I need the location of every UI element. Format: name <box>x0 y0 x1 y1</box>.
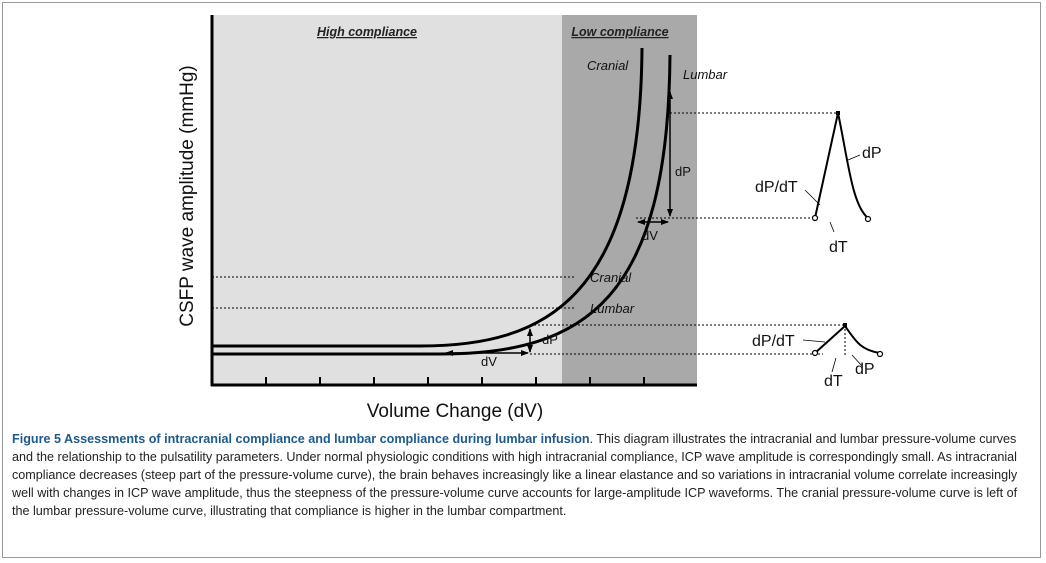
high-region <box>212 15 562 385</box>
y-axis-label: CSFP wave amplitude (mmHg) <box>177 65 198 327</box>
wave-label: dP <box>855 361 875 378</box>
level-label: Cranial <box>590 270 632 285</box>
delta-label: dP <box>675 164 691 179</box>
low-region <box>562 15 697 385</box>
wave-label: dP/dT <box>755 179 798 196</box>
peak <box>836 111 840 115</box>
guides <box>212 112 846 355</box>
wave-label: dT <box>829 239 848 256</box>
caption-text: . This diagram illustrates the intracran… <box>12 432 1018 518</box>
wave-ends <box>811 214 884 358</box>
caption: Figure 5 Assessments of intracranial com… <box>12 430 1032 520</box>
x-axis-label: Volume Change (dV) <box>367 401 543 422</box>
level-label: Lumbar <box>590 301 635 316</box>
delta-label: dP <box>542 332 558 347</box>
delta-label: dV <box>481 354 497 369</box>
arrows <box>445 91 673 356</box>
delta-label: dV <box>642 228 658 243</box>
region-label: High compliance <box>317 25 417 39</box>
caption-title: Figure 5 Assessments of intracranial com… <box>12 432 590 446</box>
wave-label: dT <box>824 373 843 390</box>
peak <box>843 323 847 327</box>
wave-label: dP <box>862 145 882 162</box>
region-label: Low compliance <box>571 25 668 39</box>
diagram: High compliance Low compliance Cranial L… <box>177 15 884 422</box>
cranial-curve <box>212 47 644 348</box>
curve-label: Cranial <box>587 58 629 73</box>
curve-label: Lumbar <box>683 67 728 82</box>
wave-label: dP/dT <box>752 333 795 350</box>
leaders <box>802 154 863 373</box>
